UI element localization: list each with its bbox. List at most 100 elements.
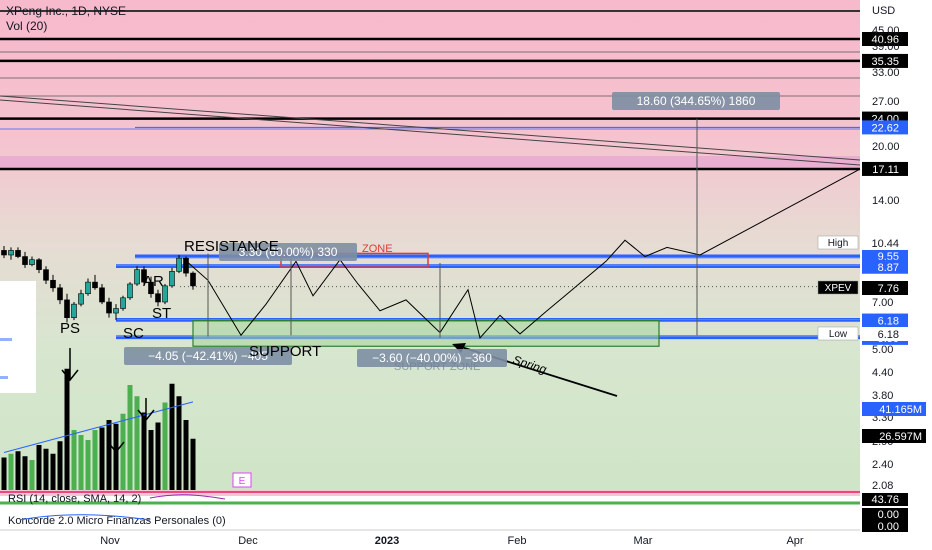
ar-label: AR xyxy=(143,273,164,290)
tag-value-box xyxy=(862,236,908,250)
legend-mark xyxy=(0,376,8,379)
spring-arrowhead xyxy=(452,343,466,353)
measure-label-box xyxy=(357,349,507,367)
candle-down xyxy=(183,257,189,274)
candle-down xyxy=(1,250,7,256)
volume-bar xyxy=(57,441,63,490)
candle-down xyxy=(190,272,196,287)
price-tick-label: 27.00 xyxy=(872,96,900,108)
candle-down xyxy=(50,279,56,289)
tag-value: 6.18 xyxy=(878,329,899,341)
volume-bar xyxy=(120,413,126,490)
ps-label: PS xyxy=(60,320,80,337)
earnings-marker-text: E xyxy=(239,476,246,487)
volume-bar xyxy=(71,430,77,490)
volume-bar xyxy=(190,438,196,490)
time-tick-label: Dec xyxy=(238,535,258,547)
downtrend-line xyxy=(0,99,861,166)
tag-value-box xyxy=(862,281,908,295)
koncorde-value-box xyxy=(862,508,908,520)
volume-bar xyxy=(85,440,91,490)
measure-label-box xyxy=(124,347,292,365)
koncorde-line xyxy=(19,514,151,521)
price-tag-35.35 xyxy=(862,53,908,68)
volume-indicator-label: Vol (20) xyxy=(6,19,48,33)
candle-up xyxy=(120,297,126,309)
price-tick-label: 2.40 xyxy=(872,459,893,471)
support-zone-border xyxy=(192,319,660,347)
event-arrowhead xyxy=(61,369,79,382)
candle-up xyxy=(113,308,119,314)
volume-bar xyxy=(148,430,154,490)
volume-bar xyxy=(113,423,119,490)
volume-bar xyxy=(92,430,98,490)
candle-up xyxy=(71,303,77,318)
level-lines-layer xyxy=(0,10,860,340)
tag-label: Low xyxy=(829,329,848,340)
candle-down xyxy=(64,299,70,318)
volume-bar xyxy=(64,368,70,490)
price-pane-background xyxy=(0,0,860,490)
volume-bar xyxy=(176,396,182,490)
earnings-marker xyxy=(232,472,252,488)
price-tag-text: 22.62 xyxy=(871,122,899,134)
candle-down xyxy=(57,287,63,301)
volume-bar xyxy=(50,453,56,490)
candle-up xyxy=(78,293,84,305)
legend-card xyxy=(0,281,36,393)
rsi-value-box xyxy=(862,493,908,506)
zones-layer xyxy=(192,252,660,347)
candle-down xyxy=(15,250,21,257)
price-axis-background xyxy=(860,0,932,550)
volume-bar xyxy=(106,420,112,490)
volume-bar xyxy=(1,457,7,490)
tag-value-box xyxy=(862,327,908,341)
downtrend-line xyxy=(0,95,861,161)
volume-bar xyxy=(15,451,21,490)
koncorde-value: 0.00 xyxy=(878,509,899,521)
price-tag-6.18 xyxy=(862,313,908,328)
volume-bar xyxy=(141,412,147,490)
tag-XPEV xyxy=(817,280,859,295)
time-axis-layer: Nov Dec 2023 Feb Mar Apr xyxy=(0,529,860,547)
time-tick-label: Apr xyxy=(786,535,803,547)
price-tag-text: 8.87 xyxy=(878,262,899,274)
volume-ma-value-box xyxy=(862,402,926,416)
price-tag-9.55 xyxy=(862,248,908,263)
price-tag-text: 17.11 xyxy=(872,164,899,176)
tag-value: 7.76 xyxy=(878,283,899,295)
time-tick-label: Feb xyxy=(508,535,527,547)
rsi-label: RSI (14, close, SMA, 14, 2) xyxy=(8,493,141,505)
annotations-layer: 3.30 (60.00%) 330 −4.05 (−42.41%) −405 −3.… xyxy=(60,92,780,488)
sub-pane-background xyxy=(0,490,860,530)
price-tag-8.87 xyxy=(862,259,908,274)
tag-value: 10.44 xyxy=(871,238,899,250)
candle-up xyxy=(169,271,175,287)
candle-down xyxy=(148,281,154,295)
koncorde-value: 0.00 xyxy=(878,521,899,533)
measure-label-text: 3.30 (60.00%) 330 xyxy=(239,245,338,259)
volume-bar xyxy=(43,448,49,490)
price-tick-label: 39.00 xyxy=(872,41,900,53)
volume-bar xyxy=(155,422,161,490)
sub-panes-layer: RSI (14, close, SMA, 14, 2) Koncorde 2.0 … xyxy=(0,490,860,527)
candle-down xyxy=(92,281,98,289)
tag-High xyxy=(817,235,859,250)
volume-bar xyxy=(134,396,140,490)
measure-label-box xyxy=(612,92,780,110)
measure-label-text: 18.60 (344.65%) 1860 xyxy=(637,94,756,108)
price-tick-label: 33.00 xyxy=(872,67,900,79)
candle-down xyxy=(141,269,147,283)
candle-down xyxy=(155,293,161,303)
volume-bar xyxy=(36,445,42,490)
tag-label: XPEV xyxy=(825,283,852,294)
volume-value-box xyxy=(862,429,926,443)
event-arrowhead xyxy=(137,409,155,422)
resistance-zone-band xyxy=(0,156,860,168)
tag-Low xyxy=(817,326,859,341)
volume-bar xyxy=(29,460,35,490)
price-tag-text: 40.96 xyxy=(871,34,899,46)
volume-bar xyxy=(162,402,168,490)
candle-up xyxy=(127,283,133,299)
